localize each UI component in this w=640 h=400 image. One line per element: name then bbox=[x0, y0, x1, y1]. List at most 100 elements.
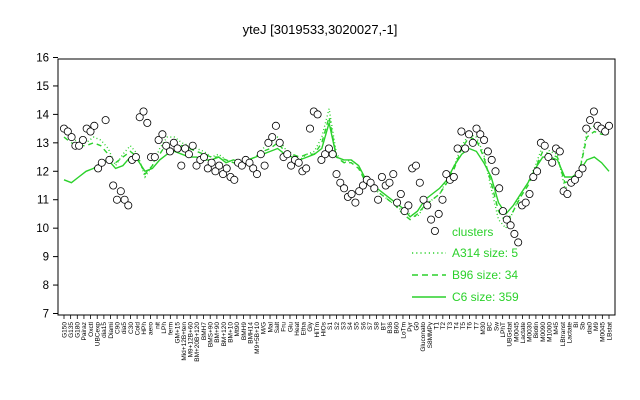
data-point bbox=[468, 138, 477, 147]
x-tick-label: HiTm bbox=[314, 322, 321, 338]
x-tick-label: Heat bbox=[294, 322, 301, 336]
x-tick-label: S3 bbox=[340, 322, 347, 330]
x-tick-label: dia15 bbox=[101, 322, 108, 338]
x-tick-label: M0030 bbox=[527, 322, 534, 342]
x-tick-label: S2 bbox=[334, 322, 341, 330]
x-tick-label: ferm bbox=[168, 322, 175, 335]
x-tick-label: T4 bbox=[453, 322, 460, 330]
x-tick-label: C90 bbox=[114, 322, 121, 334]
data-point bbox=[188, 141, 197, 150]
data-point bbox=[430, 226, 439, 235]
data-point bbox=[464, 130, 473, 139]
x-tick-label: LoTm bbox=[400, 322, 407, 339]
data-point bbox=[260, 161, 269, 170]
data-point bbox=[230, 175, 239, 184]
data-point bbox=[525, 189, 534, 198]
data-point bbox=[113, 195, 122, 204]
y-tick-label: 9 bbox=[43, 252, 49, 264]
data-point bbox=[404, 201, 413, 210]
x-tick-label: T3 bbox=[447, 322, 454, 330]
data-point bbox=[294, 158, 303, 167]
x-tick-label: S8MMPy bbox=[427, 321, 434, 348]
x-tick-label: Sb bbox=[580, 322, 587, 330]
data-point bbox=[374, 195, 383, 204]
x-tick-label: Bl bbox=[573, 321, 580, 327]
data-point bbox=[574, 170, 583, 179]
y-axis: 7 8 9 10 11 12 13 14 15 16 bbox=[36, 53, 58, 321]
x-tick-label: BM+10 bbox=[227, 322, 234, 343]
data-point bbox=[510, 229, 519, 238]
data-point bbox=[158, 130, 167, 139]
x-tick-label: S4 bbox=[347, 322, 354, 330]
data-point bbox=[472, 124, 481, 133]
x-tick-label: nit bbox=[154, 322, 161, 329]
legend-title: clusters bbox=[452, 225, 493, 239]
data-point bbox=[275, 138, 284, 147]
data-point bbox=[351, 198, 360, 207]
data-point bbox=[355, 187, 364, 196]
data-point bbox=[529, 172, 538, 181]
x-tick-label: Lactate bbox=[520, 322, 527, 344]
data-point bbox=[313, 110, 322, 119]
x-tick-label: S5 bbox=[354, 322, 361, 330]
data-point bbox=[139, 107, 148, 116]
data-point bbox=[249, 164, 258, 173]
x-tick-label: aero bbox=[148, 322, 155, 335]
data-point bbox=[336, 178, 345, 187]
data-point bbox=[438, 195, 447, 204]
data-point bbox=[86, 127, 95, 136]
data-point bbox=[366, 178, 375, 187]
data-point bbox=[453, 144, 462, 153]
data-point bbox=[283, 150, 292, 159]
x-tick-label: B60 bbox=[394, 322, 401, 334]
data-point bbox=[570, 175, 579, 184]
x-tick-label: dia0 bbox=[586, 322, 593, 335]
data-point bbox=[419, 195, 428, 204]
x-tick-label: M/G bbox=[261, 322, 268, 334]
data-point bbox=[586, 116, 595, 125]
x-tick-label: T2 bbox=[440, 322, 447, 330]
data-point bbox=[605, 121, 614, 130]
data-point bbox=[181, 144, 190, 153]
data-point bbox=[578, 164, 587, 173]
data-point bbox=[328, 150, 337, 159]
data-point bbox=[105, 155, 114, 164]
x-tick-label: HiOs bbox=[321, 321, 328, 336]
x-tick-label: G150 bbox=[61, 322, 68, 338]
x-tick-label: S1 bbox=[327, 322, 334, 330]
data-point bbox=[218, 170, 227, 179]
x-tick-label: T1 bbox=[433, 322, 440, 330]
x-tick-label: Mal bbox=[267, 321, 274, 332]
data-point bbox=[154, 135, 163, 144]
data-point bbox=[173, 144, 182, 153]
data-point bbox=[461, 144, 470, 153]
x-tick-label: M0045 bbox=[513, 322, 520, 342]
x-tick-label: G180 bbox=[75, 322, 82, 338]
data-point bbox=[302, 164, 311, 173]
data-point bbox=[411, 161, 420, 170]
x-tick-label: LPhT bbox=[500, 322, 507, 338]
series-line-dotted bbox=[63, 108, 610, 230]
x-axis: G150 G135 G180 Pairaz Oxctl UBCexp dia15 Diami C… bbox=[61, 315, 613, 362]
data-point bbox=[101, 116, 110, 125]
x-tick-label: GM+15 bbox=[174, 322, 181, 344]
data-point bbox=[143, 118, 152, 127]
data-point bbox=[347, 189, 356, 198]
legend: clusters A314 size: 5 B96 size: 34 C6 size… bbox=[412, 225, 519, 304]
y-tick-label: 13 bbox=[36, 138, 49, 150]
y-tick-label: 15 bbox=[36, 81, 49, 93]
x-tick-label: Pairaz bbox=[81, 322, 88, 340]
legend-label: B96 size: 34 bbox=[452, 268, 518, 282]
data-point bbox=[385, 178, 394, 187]
data-point bbox=[165, 147, 174, 156]
x-tick-label: M9 bbox=[593, 322, 600, 331]
x-tick-label: Oxctl bbox=[88, 321, 95, 336]
x-tick-label: Mid+12B+ten bbox=[181, 322, 188, 361]
data-point bbox=[423, 201, 432, 210]
x-tick-label: T7 bbox=[473, 322, 480, 330]
x-tick-label: M9+12B+60 bbox=[188, 322, 195, 358]
data-point bbox=[245, 158, 254, 167]
x-tick-label: Biotin bbox=[533, 322, 540, 339]
data-point bbox=[370, 184, 379, 193]
